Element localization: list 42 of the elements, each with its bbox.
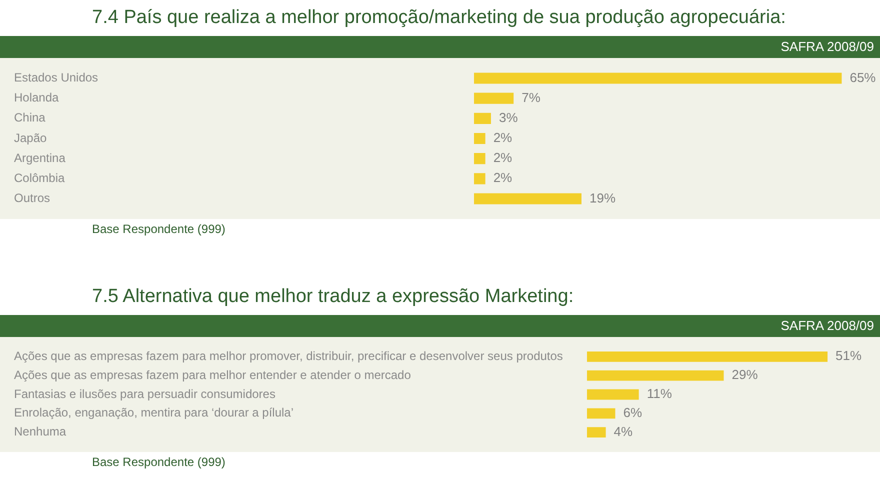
data-label: 2%	[493, 130, 513, 146]
bar	[586, 351, 828, 362]
bar	[474, 92, 514, 104]
text: Base Respondente (999)	[91, 454, 226, 471]
y-tick-label: China	[14, 110, 46, 125]
bar	[586, 408, 616, 419]
bar	[474, 72, 842, 84]
y-tick-label: Nenhuma	[14, 424, 66, 439]
y-tick-label: Fantasias e ilusões para persuadir consumidores	[14, 386, 276, 401]
data-label: 29%	[732, 367, 758, 382]
y-tick-label: Argentina	[14, 150, 66, 165]
bar	[586, 427, 606, 438]
y-tick-label: Japão	[14, 130, 48, 145]
bar	[474, 173, 486, 184]
y-tick-label: Ações que as empresas fazem para melhor promover, distribuir, precificar e desenvolver seus produtos	[14, 348, 563, 363]
bar	[586, 389, 639, 400]
data-label: 51%	[836, 348, 862, 364]
y-tick-label: Holanda	[14, 90, 60, 105]
bar	[474, 193, 582, 204]
y-tick-label: Ações que as empresas fazem para melhor entender e atender o mercado	[14, 368, 412, 382]
bar	[474, 153, 486, 164]
bar	[474, 132, 486, 144]
data-label: 65%	[850, 70, 876, 85]
data-label: 11%	[646, 386, 672, 402]
data-label: 2%	[493, 150, 513, 166]
text: Base Respondente (999)	[91, 221, 226, 238]
y-tick-label: Colômbia	[14, 170, 66, 185]
chart-subtitle: SAFRA 2008/09	[780, 39, 874, 54]
data-label: 3%	[498, 110, 518, 125]
data-label: 6%	[623, 405, 642, 420]
data-label: 7%	[522, 90, 541, 105]
data-label: 4%	[614, 424, 634, 439]
text: 7.5 Alternativa que melhor traduz a expressão Marketing:	[91, 285, 575, 309]
chart-subtitle: SAFRA 2008/09	[780, 318, 874, 333]
bar	[474, 112, 491, 124]
y-tick-label: Outros	[14, 191, 50, 206]
data-label: 19%	[589, 190, 616, 206]
y-tick-label: Enrolação, enganação, mentira para ‘dourar a pílula’	[14, 406, 294, 420]
bar	[586, 370, 724, 381]
y-tick-label: Estados Unidos	[14, 70, 98, 85]
data-label: 2%	[493, 170, 513, 186]
chart-title: 7.4 País que realiza a melhor promoção/marketing de sua produção agropecuária:	[91, 6, 787, 30]
